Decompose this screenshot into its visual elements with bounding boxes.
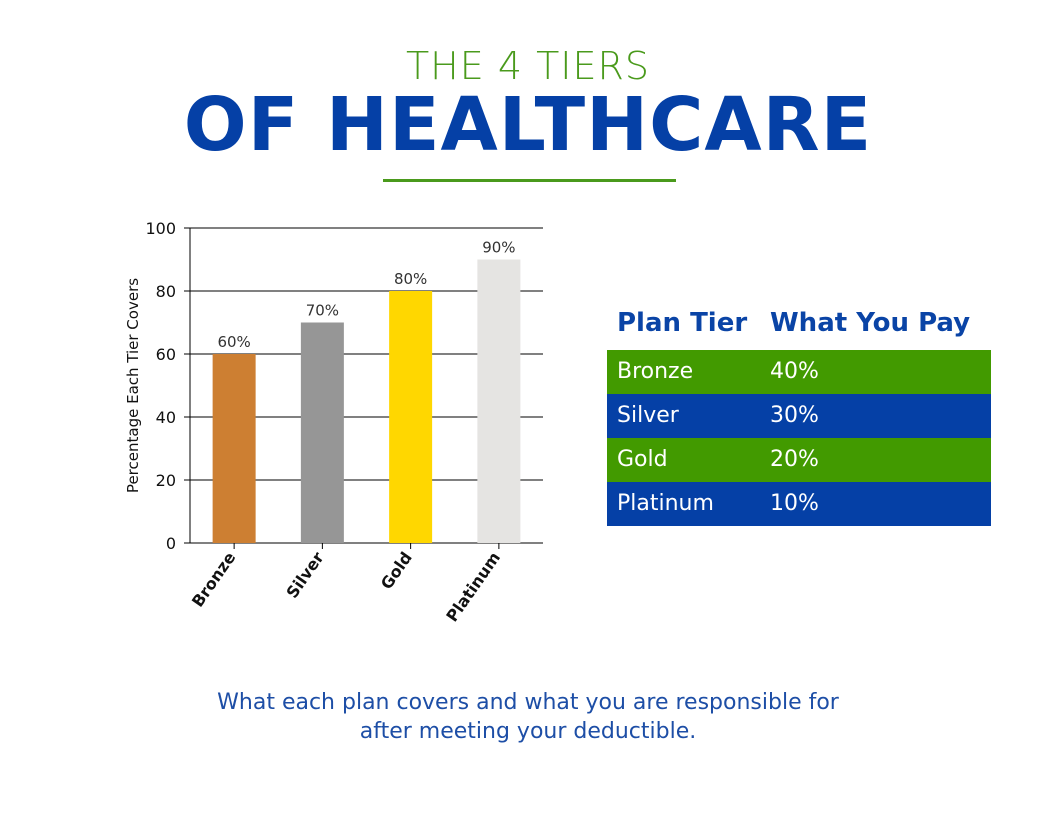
y-tick-label: 60 <box>156 345 176 364</box>
row-pay: 40% <box>770 359 819 384</box>
table-row: Gold 20% <box>607 438 991 482</box>
header-what-you-pay: What You Pay <box>770 308 971 338</box>
caption: What each plan covers and what you are r… <box>0 688 1056 746</box>
bar-bronze <box>212 354 256 543</box>
row-pay: 10% <box>770 491 819 516</box>
table-row: Platinum 10% <box>607 482 991 526</box>
payment-table: Plan Tier What You Pay Bronze 40% Silver… <box>607 300 991 526</box>
caption-line-2: after meeting your deductible. <box>359 719 697 744</box>
row-pay: 20% <box>770 447 819 472</box>
bar-silver <box>300 322 344 543</box>
x-tick-label: Gold <box>377 548 416 593</box>
x-tick-label: Bronze <box>188 548 240 610</box>
data-label: 70% <box>306 302 339 320</box>
row-pay: 30% <box>770 403 819 428</box>
bar-platinum <box>477 259 521 543</box>
table-row: Bronze 40% <box>607 350 991 394</box>
row-tier: Platinum <box>617 491 714 516</box>
table-row: Silver 30% <box>607 394 991 438</box>
header-plan-tier: Plan Tier <box>617 308 748 338</box>
page-subtitle: THE 4 TIERS <box>405 44 651 88</box>
x-tick-label: Platinum <box>442 548 504 625</box>
caption-line-1: What each plan covers and what you are r… <box>217 690 839 715</box>
bar-gold <box>389 291 433 543</box>
y-tick-label: 40 <box>156 408 176 427</box>
page-title: OF HEALTHCARE <box>183 82 873 168</box>
y-axis-label: Percentage Each Tier Covers <box>124 278 142 493</box>
coverage-bar-chart: 0 20 40 60 80 100 Percentage Each Tier Covers 6… <box>124 219 543 625</box>
title-divider <box>383 179 676 182</box>
row-tier: Bronze <box>617 359 694 384</box>
table-header: Plan Tier What You Pay <box>607 300 991 350</box>
y-tick-label: 80 <box>156 282 176 301</box>
row-tier: Silver <box>617 403 679 428</box>
y-tick-label: 0 <box>166 534 176 553</box>
y-tick-label: 100 <box>145 219 176 238</box>
row-tier: Gold <box>617 447 668 472</box>
data-label: 60% <box>217 333 250 351</box>
y-tick-label: 20 <box>156 471 176 490</box>
data-label: 80% <box>394 270 427 288</box>
x-tick-label: Silver <box>282 548 327 601</box>
data-label: 90% <box>482 239 515 257</box>
